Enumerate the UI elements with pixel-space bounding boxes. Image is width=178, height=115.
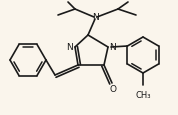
Text: N: N — [93, 12, 99, 21]
Text: O: O — [109, 85, 116, 94]
Text: N: N — [110, 43, 116, 52]
Text: N: N — [67, 43, 73, 52]
Text: CH₃: CH₃ — [135, 90, 151, 99]
